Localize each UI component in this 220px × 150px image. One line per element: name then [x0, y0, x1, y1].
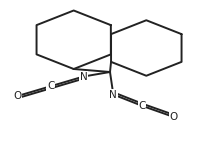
- Text: N: N: [80, 72, 88, 81]
- Text: O: O: [13, 91, 22, 101]
- Text: C: C: [47, 81, 54, 91]
- Text: N: N: [109, 90, 117, 99]
- Text: C: C: [138, 101, 146, 111]
- Text: O: O: [170, 112, 178, 122]
